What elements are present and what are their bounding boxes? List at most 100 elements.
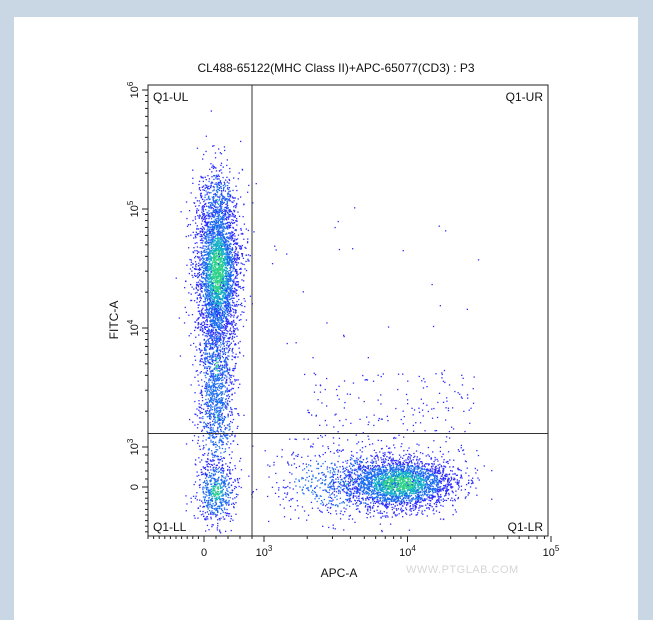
event-dot — [236, 277, 238, 279]
event-dot — [233, 327, 235, 330]
event-dot — [226, 274, 228, 276]
event-dot — [214, 235, 216, 237]
event-dot — [225, 319, 228, 321]
event-dot — [210, 335, 212, 337]
event-dot — [228, 501, 230, 503]
event-dot — [214, 378, 216, 381]
event-dot — [226, 406, 228, 408]
event-dot — [215, 324, 217, 326]
event-dot — [200, 196, 202, 198]
event-dot — [225, 266, 228, 268]
event-dot — [228, 390, 231, 392]
event-dot — [213, 306, 215, 308]
event-dot — [207, 302, 210, 304]
event-dot — [218, 196, 220, 198]
event-dot — [219, 409, 222, 411]
event-dot — [231, 304, 233, 306]
event-dot — [214, 316, 216, 319]
event-dot — [202, 294, 205, 296]
event-dot — [240, 314, 242, 316]
event-dot — [225, 320, 227, 322]
event-dot — [198, 417, 201, 419]
event-dot — [212, 289, 215, 291]
event-dot — [203, 153, 205, 156]
event-dot — [229, 245, 231, 248]
event-dot — [213, 175, 215, 177]
event-dot — [209, 502, 211, 504]
event-dot — [221, 374, 224, 376]
event-dot — [207, 316, 210, 318]
event-dot — [224, 327, 227, 329]
event-dot — [229, 275, 231, 278]
event-dot — [204, 363, 207, 365]
event-dot — [216, 407, 218, 410]
event-dot — [234, 246, 237, 248]
event-dot — [196, 225, 198, 227]
event-dot — [203, 189, 205, 191]
event-dot — [217, 219, 220, 221]
event-dot — [216, 487, 219, 489]
event-dot — [219, 346, 222, 348]
event-dot — [233, 279, 235, 281]
event-dot — [209, 415, 211, 417]
event-dot — [217, 237, 220, 239]
event-dot — [211, 373, 213, 375]
event-dot — [226, 382, 228, 384]
event-dot — [207, 254, 210, 256]
event-dot — [231, 434, 233, 436]
event-dot — [229, 374, 231, 376]
event-dot — [226, 479, 228, 481]
event-dot — [218, 148, 220, 150]
event-dot — [223, 332, 225, 334]
event-dot — [208, 381, 210, 383]
event-dot — [215, 303, 217, 305]
event-dot — [231, 349, 233, 351]
event-dot — [201, 291, 203, 293]
event-dot — [225, 248, 227, 250]
event-dot — [215, 329, 217, 331]
event-dot — [224, 448, 227, 450]
event-dot — [202, 262, 204, 264]
event-dot — [220, 169, 222, 171]
event-dot — [226, 208, 228, 210]
event-dot — [206, 367, 208, 370]
event-dot — [211, 291, 214, 293]
event-dot — [220, 153, 223, 155]
event-dot — [230, 297, 233, 299]
event-dot — [212, 441, 214, 443]
event-dot — [212, 420, 214, 422]
event-dot — [248, 260, 250, 262]
event-dot — [219, 261, 221, 263]
event-dot — [208, 348, 211, 350]
event-dot — [211, 331, 213, 333]
event-dot — [200, 263, 203, 265]
event-dot — [224, 382, 227, 384]
event-dot — [200, 264, 202, 266]
event-dot — [224, 190, 227, 192]
event-dot — [226, 250, 228, 252]
event-dot — [222, 421, 224, 423]
event-dot — [222, 353, 224, 355]
event-dot — [217, 221, 220, 223]
event-dot — [231, 399, 233, 401]
event-dot — [205, 403, 207, 405]
event-dot — [208, 248, 210, 250]
event-dot — [226, 369, 228, 372]
event-dot — [192, 439, 194, 442]
event-dot — [199, 235, 201, 238]
event-dot — [207, 304, 210, 306]
event-dot — [219, 433, 221, 435]
event-dot — [229, 273, 231, 276]
event-dot — [211, 289, 213, 292]
event-dot — [246, 242, 249, 244]
event-dot — [207, 222, 209, 225]
event-dot — [232, 320, 234, 322]
event-dot — [214, 211, 216, 214]
event-dot — [216, 276, 218, 278]
event-dot — [211, 385, 213, 387]
event-dot — [218, 251, 221, 253]
event-dot — [217, 250, 220, 253]
event-dot — [217, 433, 219, 435]
event-dot — [223, 262, 225, 265]
event-dot — [232, 231, 234, 233]
